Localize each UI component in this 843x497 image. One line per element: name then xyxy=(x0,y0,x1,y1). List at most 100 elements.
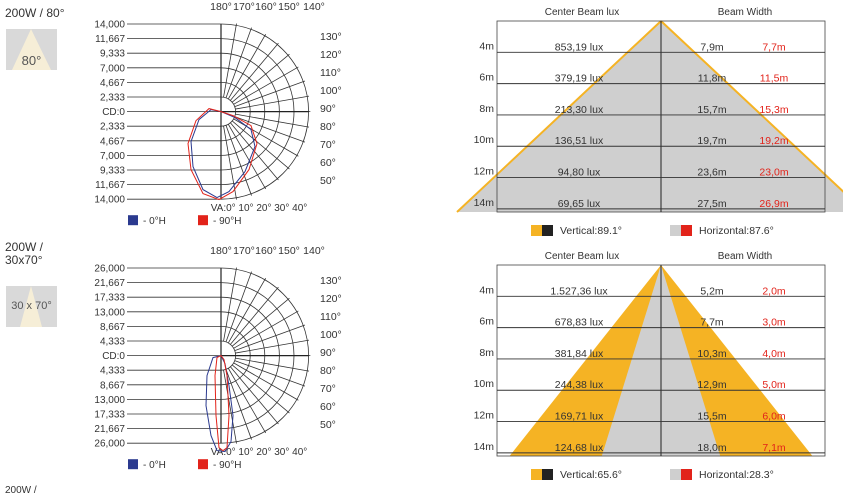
center-lux-value: 853,19 lux xyxy=(555,41,604,53)
polar-top-label: 170° xyxy=(233,1,255,13)
polar-spoke xyxy=(234,116,306,143)
beam-width-vertical: 11,8m xyxy=(698,73,727,85)
beam-width-vertical: 15,7m xyxy=(697,104,726,116)
polar-spoke xyxy=(223,23,237,98)
cd-tick-label: 4,667 xyxy=(100,78,125,89)
polar-spoke xyxy=(231,53,290,103)
beam-badge-80: 80° xyxy=(6,29,57,70)
polar-top-label: 180° xyxy=(210,245,232,257)
legend-swatch xyxy=(128,459,138,470)
polar-angle-label: 50° xyxy=(320,175,336,187)
polar-top-label: 140° xyxy=(303,1,325,13)
polar-angle-label: 70° xyxy=(320,139,336,151)
badge-label: 80° xyxy=(21,53,42,68)
cd-tick-label: CD:0 xyxy=(102,351,125,362)
table-header-lux: Center Beam lux xyxy=(545,251,619,262)
polar-angle-label: 110° xyxy=(320,311,341,323)
polar-spoke xyxy=(225,369,252,440)
polar-top-label: 170° xyxy=(233,245,255,257)
distance-label: 10m xyxy=(474,134,495,146)
legend-vertical-label: Vertical:65.6° xyxy=(560,469,622,481)
polar-spoke xyxy=(230,366,279,425)
cd-tick-label: 17,333 xyxy=(94,293,125,304)
curve-0h xyxy=(205,355,234,453)
polar-spoke xyxy=(235,357,310,372)
cd-tick-label: 9,333 xyxy=(100,49,125,60)
beam-edge-vertical xyxy=(660,20,843,193)
legend-label: - 90°H xyxy=(213,216,241,227)
center-lux-value: 244,38 lux xyxy=(555,379,604,391)
center-lux-value: 124,68 lux xyxy=(555,442,604,454)
polar-angle-label: 130° xyxy=(320,31,342,43)
polar-top-label: 150° xyxy=(278,245,300,257)
legend-swatch-vertical xyxy=(531,225,542,236)
distance-label: 8m xyxy=(479,103,494,115)
cd-tick-label: 4,333 xyxy=(100,366,125,377)
beam-width-vertical: 5,2m xyxy=(700,285,724,297)
polar-angle-label: 120° xyxy=(320,293,342,305)
va-axis-label: VA:0° 10° 20° 30° 40° xyxy=(211,203,308,214)
cd-tick-label: 9,333 xyxy=(100,166,125,177)
beam-width-vertical: 15,5m xyxy=(697,411,726,423)
beam-width-horizontal: 7,7m xyxy=(762,41,786,53)
distance-label: 14m xyxy=(474,441,495,453)
distance-label: 6m xyxy=(479,316,494,328)
polar-spoke xyxy=(235,95,310,110)
legend-swatch-red xyxy=(681,225,692,236)
polar-spoke xyxy=(234,324,306,351)
beam-width-vertical: 23,6m xyxy=(697,167,726,179)
beam-edge-vertical xyxy=(456,20,662,213)
legend-swatch xyxy=(128,215,138,226)
legend-label: - 0°H xyxy=(143,460,166,471)
beam-width-horizontal: 7,1m xyxy=(762,442,786,454)
beam-width-vertical: 10,3m xyxy=(697,348,726,360)
legend-swatch-vertical xyxy=(531,469,542,480)
beam-width-horizontal: 4,0m xyxy=(762,348,786,360)
polar-spoke xyxy=(231,297,290,347)
polar-spoke xyxy=(231,364,290,414)
polar-angle-label: 80° xyxy=(320,365,336,377)
legend-horizontal-label: Horizontal:28.3° xyxy=(699,469,774,481)
distance-label: 12m xyxy=(474,410,495,422)
polar-spoke xyxy=(235,113,310,128)
cd-tick-label: CD:0 xyxy=(102,107,125,118)
cd-tick-label: 2,333 xyxy=(100,122,125,133)
badge-label: 30 x 70° xyxy=(11,300,52,312)
beam-width-horizontal: 2,0m xyxy=(762,285,786,297)
polar-spoke xyxy=(225,27,252,99)
beam-width-vertical: 12,9m xyxy=(697,379,726,391)
beam-width-horizontal: 15,3m xyxy=(759,104,788,116)
polar-spoke xyxy=(223,267,237,342)
beam-width-horizontal: 5,0m xyxy=(762,379,786,391)
distance-label: 4m xyxy=(479,284,494,296)
cd-tick-label: 14,000 xyxy=(94,195,125,206)
cd-tick-label: 2,333 xyxy=(100,93,125,104)
polar-angle-label: 50° xyxy=(320,419,336,431)
center-lux-value: 678,83 lux xyxy=(555,317,604,329)
legend-swatch-horizontal xyxy=(670,225,681,236)
legend-label: - 90°H xyxy=(213,460,241,471)
cd-tick-label: 13,000 xyxy=(94,307,125,318)
cd-tick-label: 4,333 xyxy=(100,337,125,348)
center-lux-value: 136,51 lux xyxy=(555,135,604,147)
table-header-lux: Center Beam lux xyxy=(545,7,619,18)
beam-width-vertical: 19,7m xyxy=(697,135,726,147)
distance-label: 10m xyxy=(474,378,495,390)
polar-spoke xyxy=(234,80,306,107)
polar-spoke xyxy=(227,278,267,344)
polar-angle-label: 70° xyxy=(320,383,336,395)
beam-width-vertical: 18,0m xyxy=(697,442,726,454)
cd-tick-label: 13,000 xyxy=(94,395,125,406)
distance-label: 8m xyxy=(479,347,494,359)
polar-spoke xyxy=(234,360,306,387)
polar-top-label: 140° xyxy=(303,245,325,257)
beam-badge-30x70: 30 x 70° xyxy=(6,286,57,327)
legend-swatch-dark xyxy=(542,225,553,236)
polar-spoke xyxy=(227,34,267,100)
beam-width-vertical: 7,7m xyxy=(700,317,724,329)
beam-width-horizontal: 6,0m xyxy=(762,411,786,423)
beam-glow-icon xyxy=(12,29,51,70)
table-header-width: Beam Width xyxy=(718,251,772,262)
table-header-width: Beam Width xyxy=(718,7,772,18)
polar-spoke xyxy=(233,362,299,401)
